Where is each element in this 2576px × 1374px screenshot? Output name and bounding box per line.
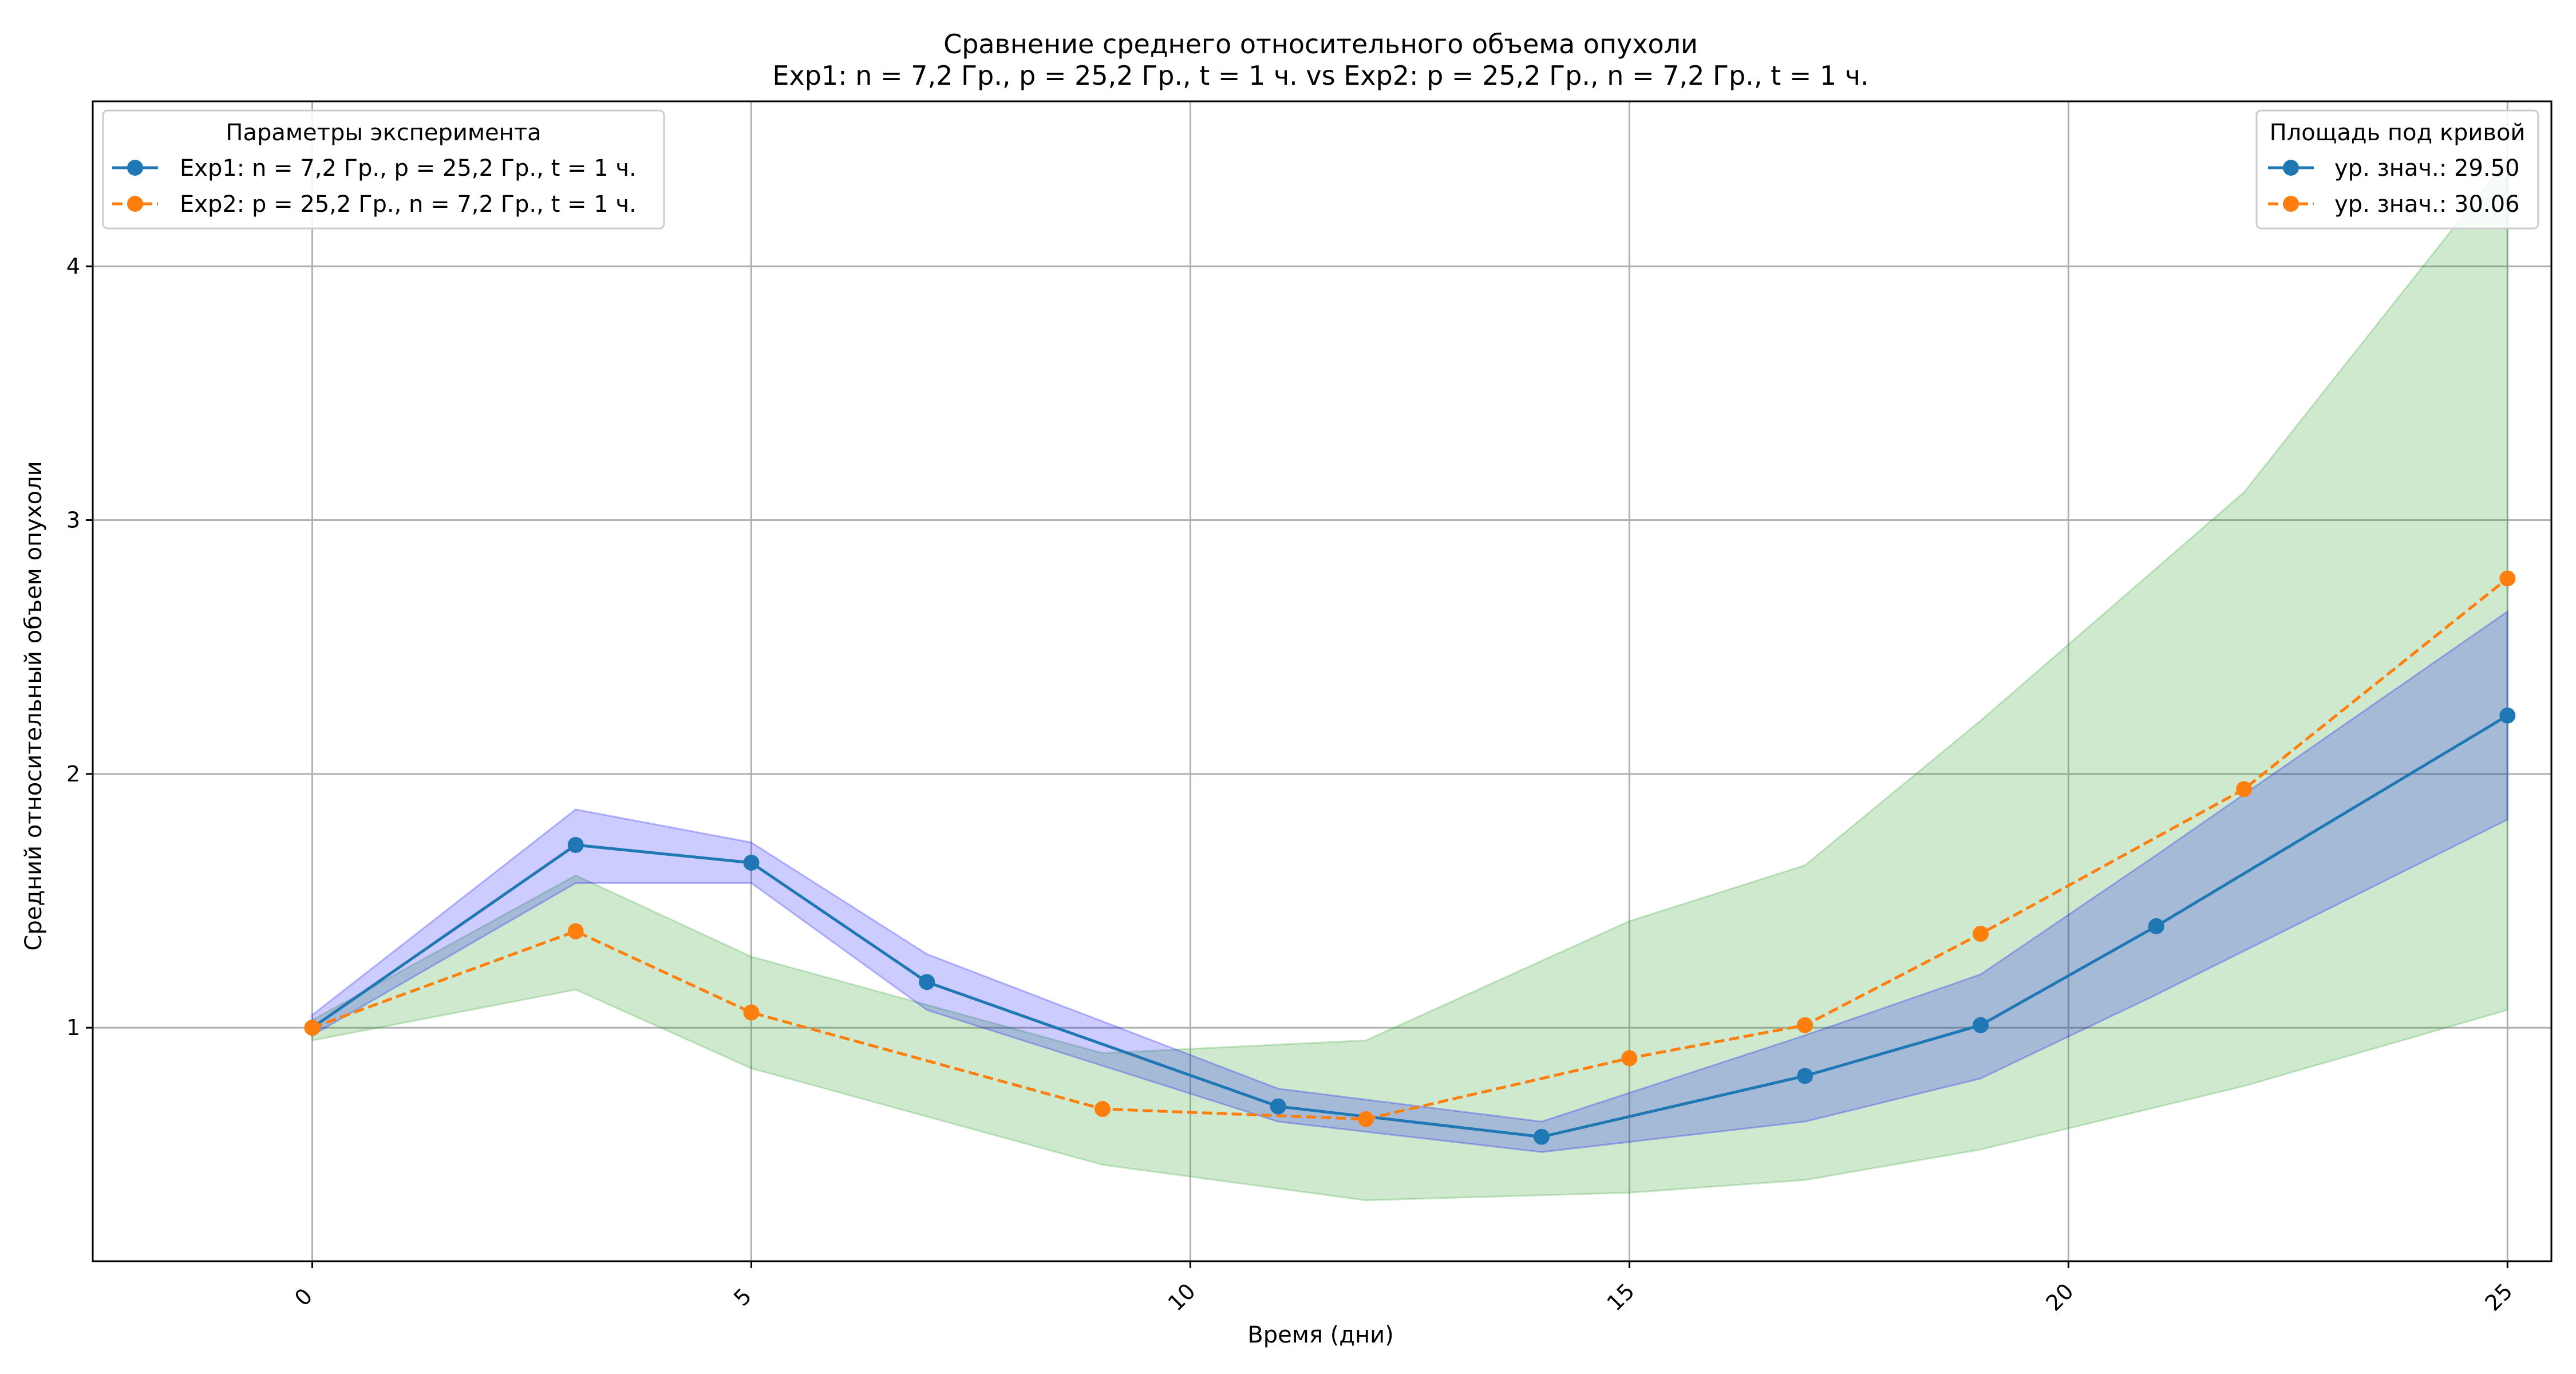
series-2-point-3 <box>1095 1101 1111 1118</box>
band-series-2 <box>311 157 2508 1202</box>
legend-parameters: Параметры эксперимента Exp1: n = 7,2 Гр.… <box>102 109 665 230</box>
series-2-point-0 <box>304 1020 321 1036</box>
series-1-point-5 <box>1533 1128 1550 1145</box>
series-2-point-7 <box>1972 926 1989 942</box>
series-2-point-8 <box>2236 781 2253 797</box>
series-2-point-9 <box>2499 570 2516 587</box>
series-1-point-2 <box>743 854 760 871</box>
y-tick-label-1: 1 <box>66 1015 80 1040</box>
series-1-point-1 <box>567 836 584 853</box>
series-2-point-4 <box>1358 1111 1374 1127</box>
x-axis-label: Время (дни) <box>1247 1322 1393 1348</box>
legend-exp1-label: Exp1: n = 7,2 Гр., p = 25,2 Гр., t = 1 ч… <box>180 155 637 181</box>
y-axis-label: Средний относительный объем опухоли <box>21 461 47 950</box>
plot-area-frame <box>92 100 2553 1262</box>
legend-auc-exp2-marker <box>2283 196 2299 212</box>
y-tick-label-4: 4 <box>66 254 80 279</box>
confidence-bands <box>311 157 2508 1202</box>
chart-title-line1: Сравнение среднего относительного объема… <box>943 29 1698 60</box>
grid <box>93 101 2551 1261</box>
chart-title-line2: Exp1: n = 7,2 Гр., p = 25,2 Гр., t = 1 ч… <box>772 60 1868 91</box>
legend-auc-title: Площадь под кривой <box>2270 120 2526 146</box>
legend-auc-frame <box>2255 109 2539 230</box>
legend-exp2-label: Exp2: p = 25,2 Гр., n = 7,2 Гр., t = 1 ч… <box>180 191 637 218</box>
legend-exp2-marker <box>127 196 143 212</box>
series-2-point-1 <box>567 923 584 939</box>
legend-auc: Площадь под кривой ур. знач.: 29.50 ур. … <box>2255 109 2539 230</box>
legend-auc-exp1-label: ур. знач.: 29.50 <box>2334 155 2519 181</box>
series-1-point-4 <box>1270 1098 1286 1115</box>
band-series-1 <box>311 610 2508 1153</box>
series-1-point-7 <box>1972 1017 1989 1033</box>
legend-auc-exp2-label: ур. знач.: 30.06 <box>2334 191 2519 218</box>
series-1-point-6 <box>1797 1068 1814 1084</box>
series-2-point-5 <box>1621 1050 1638 1067</box>
series-1-point-3 <box>919 974 935 990</box>
series-2-point-6 <box>1797 1017 1814 1033</box>
y-tick-label-2: 2 <box>66 761 80 787</box>
series-line-2 <box>311 577 2508 1121</box>
series-2-point-2 <box>743 1004 760 1021</box>
series-1-point-8 <box>2148 918 2164 934</box>
series-lines <box>304 570 2516 1145</box>
legend-auc-exp1-marker <box>2283 160 2299 176</box>
legend-parameters-title: Параметры эксперимента <box>226 120 541 146</box>
series-1-point-9 <box>2499 707 2516 724</box>
legend-exp1-marker <box>127 160 143 176</box>
y-tick-label-3: 3 <box>66 507 80 532</box>
legend-parameters-frame <box>102 109 665 230</box>
series-line-1 <box>311 714 2508 1139</box>
